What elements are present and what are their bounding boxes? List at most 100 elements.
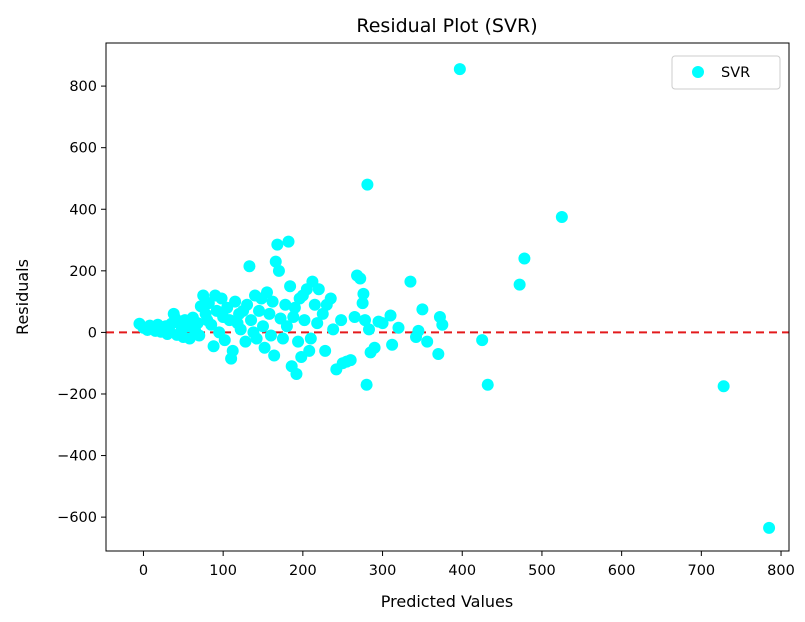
scatter-point bbox=[319, 344, 332, 357]
scatter-point bbox=[268, 349, 281, 362]
scatter-point bbox=[412, 324, 425, 337]
y-tick-label: 800 bbox=[69, 79, 97, 95]
scatter-point bbox=[253, 304, 266, 317]
x-axis-label: Predicted Values bbox=[381, 592, 513, 611]
scatter-point bbox=[269, 255, 282, 268]
x-tick-label: 300 bbox=[369, 563, 397, 579]
legend: SVR bbox=[671, 55, 781, 90]
scatter-point bbox=[513, 278, 526, 291]
scatter-point bbox=[284, 280, 297, 293]
scatter-point bbox=[279, 298, 292, 311]
scatter-point bbox=[324, 292, 337, 305]
scatter-point bbox=[356, 297, 369, 310]
scatter-point bbox=[266, 295, 279, 308]
scatter-point bbox=[386, 338, 399, 351]
y-tick-label: 0 bbox=[88, 325, 97, 341]
scatter-point bbox=[250, 332, 263, 345]
scatter-point bbox=[205, 318, 218, 331]
scatter-point bbox=[476, 334, 489, 347]
y-tick-label: −200 bbox=[57, 387, 97, 403]
scatter-point bbox=[272, 264, 285, 277]
scatter-point bbox=[303, 344, 316, 357]
scatter-point bbox=[316, 307, 329, 320]
x-tick-label: 800 bbox=[767, 563, 795, 579]
scatter-point bbox=[518, 252, 531, 265]
scatter-point bbox=[404, 275, 417, 288]
scatter-point bbox=[288, 301, 301, 314]
scatter-point bbox=[376, 317, 389, 330]
scatter-point bbox=[392, 321, 405, 334]
scatter-point bbox=[327, 323, 340, 336]
x-tick-label: 200 bbox=[289, 563, 317, 579]
scatter-point bbox=[359, 314, 372, 327]
plot-frame bbox=[105, 42, 790, 552]
legend-box bbox=[671, 55, 781, 90]
x-tick-label: 600 bbox=[608, 563, 636, 579]
scatter-point bbox=[263, 307, 276, 320]
scatter-point bbox=[245, 314, 258, 327]
scatter-point bbox=[421, 335, 434, 348]
scatter-point bbox=[234, 323, 247, 336]
y-tick-label: 400 bbox=[69, 202, 97, 218]
x-tick-label: 400 bbox=[448, 563, 476, 579]
x-tick-label: 700 bbox=[687, 563, 715, 579]
scatter-point bbox=[335, 314, 348, 327]
y-tick-label: −600 bbox=[57, 510, 97, 526]
scatter-point bbox=[282, 235, 295, 248]
scatter-point bbox=[215, 292, 228, 305]
scatter-point bbox=[298, 314, 311, 327]
scatter-point bbox=[218, 334, 231, 347]
scatter-point bbox=[304, 332, 317, 345]
scatter-point bbox=[416, 303, 429, 316]
scatter-point bbox=[292, 335, 305, 348]
scatter-point bbox=[348, 311, 361, 324]
scatter-point bbox=[226, 344, 239, 357]
scatter-point bbox=[363, 323, 375, 336]
x-tick-label: 0 bbox=[139, 563, 148, 579]
scatter-point bbox=[354, 272, 367, 285]
scatter-point bbox=[432, 347, 445, 360]
y-axis-ticks: −600 −400 −200 0 200 400 600 800 bbox=[57, 79, 106, 526]
scatter-point bbox=[481, 378, 494, 391]
scatter-point bbox=[308, 298, 321, 311]
scatter-point bbox=[207, 340, 220, 353]
y-tick-label: 600 bbox=[69, 141, 97, 157]
scatter-point bbox=[243, 260, 256, 273]
scatter-point bbox=[368, 341, 381, 354]
scatter-point bbox=[271, 238, 284, 251]
scatter-point bbox=[763, 521, 776, 534]
scatter-point bbox=[384, 309, 397, 322]
scatter-point bbox=[193, 329, 206, 342]
scatter-point bbox=[290, 367, 303, 380]
scatter-point bbox=[280, 320, 293, 333]
scatter-point bbox=[311, 317, 324, 330]
scatter-point bbox=[717, 380, 730, 393]
scatter-point bbox=[276, 332, 289, 345]
legend-label-svr: SVR bbox=[721, 65, 750, 81]
legend-marker-svr bbox=[692, 66, 704, 78]
x-tick-label: 100 bbox=[209, 563, 237, 579]
scatter-point bbox=[260, 286, 273, 299]
chart-title: Residual Plot (SVR) bbox=[356, 15, 537, 37]
y-tick-label: −400 bbox=[57, 449, 97, 465]
scatter-point bbox=[239, 335, 252, 348]
scatter-point bbox=[287, 311, 300, 324]
scatter-point bbox=[453, 63, 466, 76]
scatter-point bbox=[361, 178, 374, 191]
scatter-point bbox=[191, 317, 204, 330]
scatter-point bbox=[229, 295, 242, 308]
scatter-point bbox=[257, 320, 269, 333]
y-axis-label: Residuals bbox=[13, 259, 32, 335]
scatter-point bbox=[360, 378, 373, 391]
y-tick-label: 200 bbox=[69, 264, 97, 280]
x-tick-label: 500 bbox=[528, 563, 556, 579]
scatter-point bbox=[344, 354, 357, 367]
scatter-point bbox=[258, 341, 271, 354]
scatter-point bbox=[241, 298, 254, 311]
scatter-point bbox=[312, 283, 325, 296]
scatter-point bbox=[264, 329, 277, 342]
x-axis-ticks: 0 100 200 300 400 500 600 700 800 bbox=[139, 551, 795, 579]
scatter-points bbox=[133, 63, 776, 534]
scatter-point bbox=[555, 210, 568, 223]
